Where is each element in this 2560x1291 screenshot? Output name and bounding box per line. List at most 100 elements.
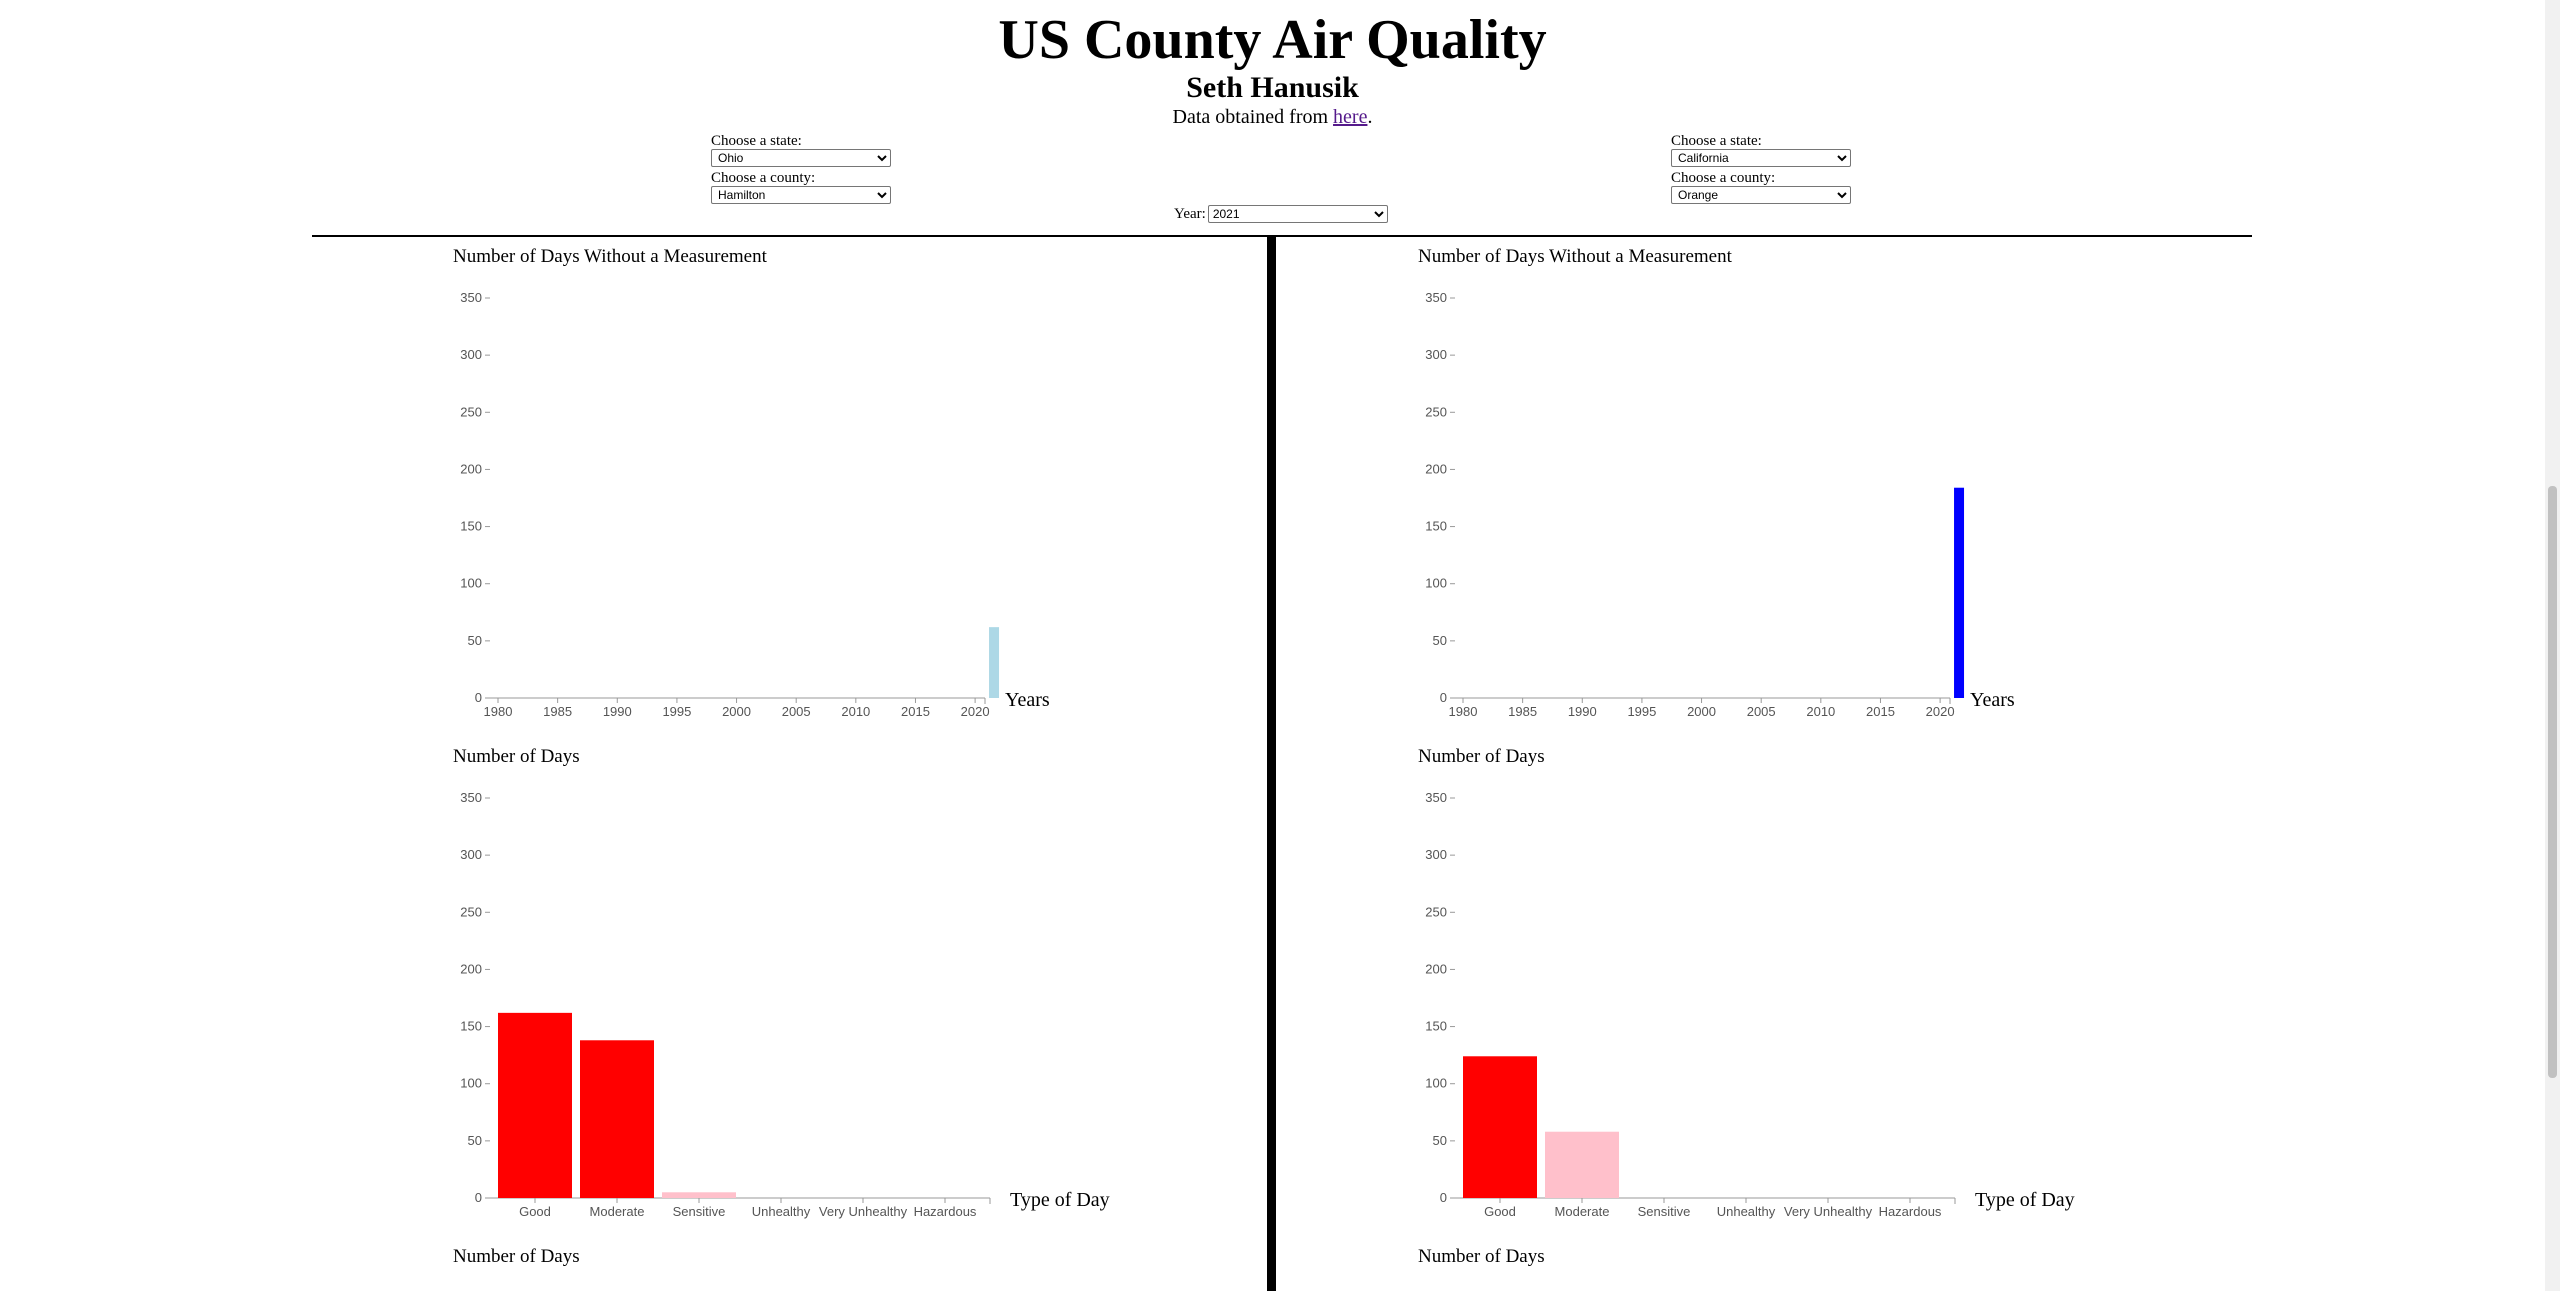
source-line: Data obtained from here. [0, 106, 2545, 128]
y-tick-label: 50 [468, 1133, 482, 1148]
header-divider [312, 235, 2252, 237]
x-tick-label: 2010 [1806, 704, 1835, 719]
right-x-axis-label: Years [1970, 689, 2015, 711]
left-county-label: Choose a county: [711, 170, 816, 186]
x-tick-label: 1990 [603, 704, 632, 719]
right-missing-bar-2021 [1954, 487, 1965, 698]
right-state-label: Choose a state: [1671, 133, 1762, 149]
left-selector-group: Choose a state: Ohio Choose a county: Ha… [711, 134, 891, 208]
right-missing-chart-title: Number of Days Without a Measurement [1418, 246, 1732, 267]
header: US County Air Quality Seth Hanusik Data … [0, 0, 2545, 128]
right-bar-moderate [1545, 1131, 1619, 1198]
page-title: US County Air Quality [998, 9, 1547, 71]
x-tick-label: Sensitive [673, 1204, 726, 1219]
y-tick-label: 200 [460, 961, 482, 976]
x-tick-label: 1985 [1508, 704, 1537, 719]
x-tick-label: Very Unhealthy [819, 1204, 908, 1219]
y-tick-label: 200 [460, 461, 482, 476]
y-tick-label: 250 [1425, 904, 1447, 919]
right-days-chart-title: Number of Days [1418, 746, 1545, 767]
left-days-chart-title: Number of Days [453, 746, 580, 767]
x-tick-label: Good [519, 1204, 551, 1219]
left-missing-chart-title: Number of Days Without a Measurement [453, 246, 767, 267]
x-tick-label: 2020 [961, 704, 990, 719]
left-y-axis: 0 50 100 150 200 250 300 350 [460, 290, 490, 705]
x-tick-label: Unhealthy [1717, 1204, 1776, 1219]
y-tick-label: 150 [1425, 1019, 1447, 1034]
x-tick-label: 2000 [722, 704, 751, 719]
x-tick-label: Unhealthy [752, 1204, 811, 1219]
right-missing-days-chart: 0 50 100 150 200 250 300 350 1980 1985 1990 1995 200… [1425, 290, 2015, 719]
y-tick-label: 100 [460, 1076, 482, 1091]
x-tick-label: 2005 [782, 704, 811, 719]
x-tick-label: Good [1484, 1204, 1516, 1219]
y-tick-label: 350 [1425, 790, 1447, 805]
right-x-axis-label: Type of Day [1975, 1189, 2075, 1211]
y-tick-label: 350 [1425, 290, 1447, 305]
source-suffix: . [1367, 106, 1373, 128]
source-link[interactable]: here [1333, 106, 1368, 128]
year-selector-row: Year: 2021 [1174, 205, 1388, 223]
x-tick-label: 2015 [1866, 704, 1895, 719]
year-select[interactable]: 2021 [1207, 205, 1388, 223]
y-tick-label: 0 [1440, 1190, 1447, 1205]
x-tick-label: 1995 [1627, 704, 1656, 719]
right-state-select[interactable]: California [1671, 149, 1851, 167]
y-tick-label: 0 [475, 690, 482, 705]
left-state-select[interactable]: Ohio [711, 149, 891, 167]
x-tick-label: Very Unhealthy [1784, 1204, 1873, 1219]
panel-divider [1267, 237, 1276, 1291]
x-tick-label: 2005 [1747, 704, 1776, 719]
x-tick-label: Moderate [1555, 1204, 1610, 1219]
x-tick-label: 2010 [841, 704, 870, 719]
x-tick-label: 1990 [1568, 704, 1597, 719]
right-selector-group: Choose a state: California Choose a coun… [1671, 134, 1851, 208]
x-tick-label: 2020 [1926, 704, 1955, 719]
y-tick-label: 300 [1425, 347, 1447, 362]
y-tick-label: 350 [460, 290, 482, 305]
y-tick-label: 200 [1425, 961, 1447, 976]
y-tick-label: 0 [1440, 690, 1447, 705]
y-tick-label: 300 [460, 347, 482, 362]
y-tick-label: 150 [460, 1019, 482, 1034]
left-x-axis-label: Type of Day [1010, 1189, 1110, 1211]
x-tick-label: Moderate [590, 1204, 645, 1219]
x-tick-label: 1995 [662, 704, 691, 719]
y-tick-label: 150 [460, 519, 482, 534]
right-bottom-chart-title: Number of Days [1418, 1246, 1545, 1267]
y-tick-label: 300 [460, 847, 482, 862]
y-tick-label: 100 [1425, 1076, 1447, 1091]
y-tick-label: 250 [460, 404, 482, 419]
y-tick-label: 350 [460, 790, 482, 805]
y-tick-label: 250 [1425, 404, 1447, 419]
page-scrollbar[interactable] [2545, 0, 2560, 1291]
left-county-select[interactable]: Hamilton [711, 186, 891, 204]
left-bar-moderate [580, 1040, 654, 1198]
y-tick-label: 0 [475, 1190, 482, 1205]
right-county-select[interactable]: Orange [1671, 186, 1851, 204]
x-tick-label: 1985 [543, 704, 572, 719]
right-y-axis: 0 50 100 150 200 250 300 350 [1425, 790, 1455, 1205]
y-tick-label: 100 [460, 576, 482, 591]
x-tick-label: 1980 [1449, 704, 1478, 719]
y-tick-label: 250 [460, 904, 482, 919]
year-label: Year: [1174, 205, 1206, 222]
x-tick-label: Hazardous [1879, 1204, 1942, 1219]
x-tick-label: 2015 [901, 704, 930, 719]
left-missing-bar-2021 [989, 627, 1000, 698]
x-tick-label: Sensitive [1638, 1204, 1691, 1219]
y-tick-label: 50 [1433, 1133, 1447, 1148]
left-y-axis: 0 50 100 150 200 250 300 350 [460, 790, 490, 1205]
scrollbar-thumb[interactable] [2548, 486, 2557, 1078]
left-bottom-chart-title: Number of Days [453, 1246, 580, 1267]
y-tick-label: 50 [468, 633, 482, 648]
source-prefix: Data obtained from [1172, 106, 1334, 128]
left-bar-good [498, 1012, 572, 1198]
y-tick-label: 100 [1425, 576, 1447, 591]
right-day-type-chart: 0 50 100 150 200 250 300 350 Good Moderate Sensiti… [1425, 790, 2075, 1219]
left-state-label: Choose a state: [711, 133, 802, 149]
right-county-label: Choose a county: [1671, 170, 1776, 186]
y-tick-label: 200 [1425, 461, 1447, 476]
left-day-type-chart: 0 50 100 150 200 250 300 350 Good Moderate Sensiti… [460, 790, 1110, 1219]
y-tick-label: 300 [1425, 847, 1447, 862]
